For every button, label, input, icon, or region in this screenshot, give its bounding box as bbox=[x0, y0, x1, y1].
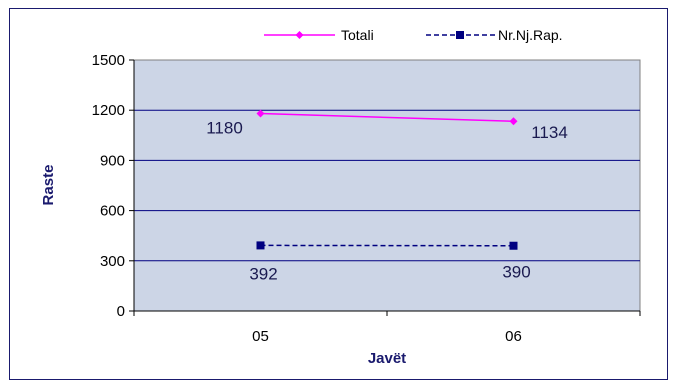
series-line-0 bbox=[260, 112, 514, 122]
data-point-marker bbox=[509, 241, 518, 250]
data-label: 392 bbox=[249, 264, 277, 283]
y-axis-title: Raste bbox=[40, 165, 57, 206]
y-tick-label: 600 bbox=[100, 203, 125, 220]
x-tick-label: 06 bbox=[505, 328, 522, 345]
legend-nrnjrap-label: Nr.Nj.Rap. bbox=[498, 27, 563, 43]
legend-totali-label: Totali bbox=[341, 27, 374, 43]
data-point-marker bbox=[256, 241, 265, 250]
x-axis-ticks: 05 06 bbox=[133, 310, 641, 345]
gridlines bbox=[134, 109, 640, 262]
legend-nrnjrap-marker bbox=[456, 31, 464, 39]
data-point-marker bbox=[509, 117, 518, 126]
data-point-marker bbox=[256, 109, 265, 118]
legend-totali-marker bbox=[295, 31, 304, 39]
series-group bbox=[256, 109, 518, 250]
legend: Totali Nr.Nj.Rap. bbox=[264, 27, 563, 43]
y-tick-label: 1500 bbox=[92, 52, 125, 69]
data-labels-group: 1180 1134 392 390 bbox=[206, 119, 568, 284]
data-label: 1134 bbox=[531, 123, 568, 142]
data-label: 390 bbox=[502, 263, 530, 282]
y-tick-label: 300 bbox=[100, 253, 125, 270]
x-axis-title: Javët bbox=[368, 350, 406, 367]
x-tick-label: 05 bbox=[252, 328, 269, 345]
data-label: 1180 bbox=[206, 119, 243, 138]
y-tick-label: 0 bbox=[117, 303, 125, 320]
plot-area bbox=[133, 59, 641, 312]
y-axis-ticks: 0 300 600 900 1200 1500 bbox=[92, 52, 135, 320]
y-tick-label: 1200 bbox=[92, 102, 125, 119]
y-tick-label: 900 bbox=[100, 152, 125, 169]
